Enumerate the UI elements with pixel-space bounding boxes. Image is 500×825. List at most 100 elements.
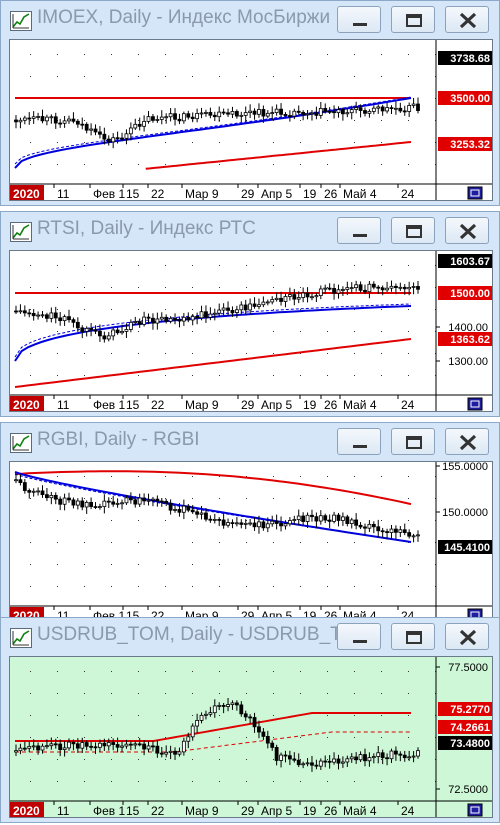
candle <box>402 750 407 762</box>
candle <box>124 323 129 338</box>
chart-window-usdrub[interactable]: USDRUB_TOM, Daily - USDRUB_TOM 75.2770 74… <box>0 617 500 823</box>
candle <box>292 752 297 763</box>
candle <box>341 107 345 121</box>
maximize-button[interactable] <box>391 428 435 455</box>
candle <box>164 498 169 506</box>
red-line-1 <box>14 338 412 388</box>
candle <box>40 485 45 498</box>
maximize-button[interactable] <box>391 623 435 650</box>
candle <box>221 303 226 316</box>
blue-line-2 <box>14 97 412 169</box>
candle <box>270 296 275 305</box>
candle <box>345 107 350 118</box>
candle <box>265 517 270 533</box>
close-button[interactable] <box>445 217 489 244</box>
candle <box>261 105 266 123</box>
candle <box>407 529 412 539</box>
candle <box>49 737 54 750</box>
candle <box>67 492 71 503</box>
candle <box>212 699 217 718</box>
minimize-button[interactable] <box>337 217 381 244</box>
candle <box>173 747 177 760</box>
title-bar[interactable]: USDRUB_TOM, Daily - USDRUB_TOM <box>1 618 499 656</box>
candle <box>137 738 142 747</box>
candle <box>226 108 230 117</box>
candle <box>151 741 155 752</box>
chart-area[interactable]: 75.2770 74.2661 73.4800 77.5000 72.5000 2020 1… <box>9 656 493 818</box>
candle <box>31 111 36 124</box>
candle <box>181 313 186 326</box>
title-bar[interactable]: RGBI, Daily - RGBI <box>1 423 499 461</box>
candle <box>186 110 191 120</box>
chart-window-rgbi[interactable]: RGBI, Daily - RGBI 145.4100 155.0000 150.0… <box>0 422 500 628</box>
red-line-1 <box>145 141 412 170</box>
candle <box>111 738 116 751</box>
chart-area[interactable]: 1603.67 1500.00 1363.62 1400.00 1300.00 2020 1… <box>9 250 493 412</box>
candle <box>177 113 182 125</box>
candle <box>208 307 213 321</box>
candle <box>124 495 129 505</box>
candle <box>212 513 217 524</box>
title-bar[interactable]: IMOEX, Daily - Индекс МосБиржи <box>1 1 499 39</box>
chart-window-rtsi[interactable]: RTSI, Daily - Индекс РТС 1603.67 1500.00 1… <box>0 211 500 417</box>
scale-toggle-button[interactable] <box>467 186 483 200</box>
x-tick: 19 <box>303 398 317 412</box>
maximize-button[interactable] <box>391 6 435 33</box>
candle <box>332 105 336 119</box>
close-button[interactable] <box>445 623 489 650</box>
candle <box>53 112 58 129</box>
candle <box>27 112 32 125</box>
candle <box>341 286 345 296</box>
chart-canvas[interactable]: 3738.68 3500.00 3253.32 2020 11 Фев 1 15 22 Мар … <box>10 40 493 201</box>
maximize-button[interactable] <box>391 217 435 244</box>
scale-label: 1300.00 <box>448 356 488 368</box>
minimize-button[interactable] <box>337 428 381 455</box>
close-button[interactable] <box>445 6 489 33</box>
candle <box>234 517 239 527</box>
candle <box>89 741 93 751</box>
candle <box>155 115 160 123</box>
candle <box>199 712 204 724</box>
candle <box>341 756 345 768</box>
candle <box>36 311 40 320</box>
candle <box>363 523 367 535</box>
chart-window-imoex[interactable]: IMOEX, Daily - Индекс МосБиржи 3738.68 35… <box>0 0 500 206</box>
candle <box>106 135 111 146</box>
chart-area[interactable]: 3738.68 3500.00 3253.32 2020 11 Фев 1 15 22 Мар … <box>9 39 493 201</box>
candle <box>137 318 142 328</box>
candle <box>385 281 389 293</box>
x-tick: Фев 1 <box>93 187 126 201</box>
candle <box>137 117 142 131</box>
candle <box>287 750 292 766</box>
candle <box>58 496 63 511</box>
chart-area[interactable]: 145.4100 155.0000 150.0000 2020 11 Фев 1 15 22 М… <box>9 461 493 623</box>
grid <box>30 476 436 587</box>
candle <box>102 331 107 343</box>
scale-toggle-button[interactable] <box>467 803 483 817</box>
candle <box>98 324 102 342</box>
window-title: USDRUB_TOM, Daily - USDRUB_TOM <box>37 624 373 645</box>
close-button[interactable] <box>445 428 489 455</box>
candle <box>407 281 412 296</box>
candle <box>398 751 403 762</box>
x-tick: 11 <box>57 804 70 818</box>
candle <box>270 106 275 121</box>
candle <box>36 112 40 121</box>
candle <box>226 698 230 712</box>
minimize-button[interactable] <box>337 623 381 650</box>
candle <box>292 108 297 120</box>
chart-canvas[interactable]: 75.2770 74.2661 73.4800 77.5000 72.5000 2020 1… <box>10 657 493 818</box>
candle <box>159 312 164 322</box>
scale-toggle-button[interactable] <box>467 397 483 411</box>
candle <box>173 313 177 325</box>
minimize-button[interactable] <box>337 6 381 33</box>
candle <box>49 491 54 505</box>
title-bar[interactable]: RTSI, Daily - Индекс РТС <box>1 212 499 250</box>
candle <box>354 752 359 764</box>
candle <box>98 739 102 753</box>
candle <box>243 106 248 122</box>
candle <box>349 753 354 763</box>
candle <box>142 740 147 756</box>
